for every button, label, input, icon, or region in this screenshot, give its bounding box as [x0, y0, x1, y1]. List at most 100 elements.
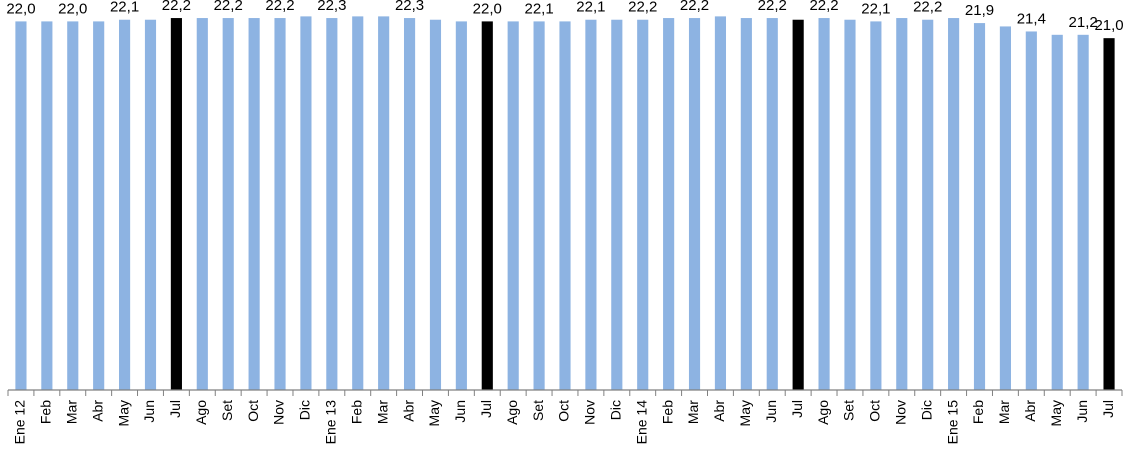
value-label-6: 22,2 — [162, 0, 191, 14]
x-tick-label-35: Dic — [918, 400, 934, 420]
x-tick-label-24: Ene 14 — [633, 400, 649, 445]
x-tick-label-21: Oct — [556, 400, 572, 422]
bar-30 — [792, 19, 804, 390]
value-label-42: 21,0 — [1094, 17, 1123, 34]
value-label-35: 22,2 — [913, 0, 942, 16]
x-tick-label-18: Jul — [478, 400, 494, 418]
value-label-26: 22,2 — [680, 0, 709, 14]
x-tick-label-9: Oct — [245, 400, 261, 422]
x-tick-label-10: Nov — [271, 400, 287, 425]
bar-28 — [740, 18, 752, 391]
bar-40 — [1051, 34, 1063, 391]
bar-25 — [663, 18, 675, 391]
bar-18 — [481, 21, 493, 391]
value-label-10: 22,2 — [265, 0, 294, 14]
bar-8 — [222, 18, 234, 391]
x-tick-label-13: Feb — [348, 400, 364, 424]
value-label-12: 22,3 — [317, 0, 346, 14]
x-tick-label-22: Nov — [582, 400, 598, 425]
bar-10 — [274, 18, 286, 391]
value-label-8: 22,2 — [214, 0, 243, 14]
value-label-20: 22,1 — [524, 0, 553, 17]
value-label-15: 22,3 — [395, 0, 424, 14]
bar-0 — [15, 21, 27, 391]
bar-32 — [844, 19, 856, 390]
value-label-22: 22,1 — [576, 0, 605, 16]
x-tick-label-39: Abr — [1022, 400, 1038, 422]
x-tick-label-4: May — [115, 400, 131, 426]
value-labels-group: 22,0 22,0 22,1 22,2 22,2 22,2 22,3 22,3 22,0 22,1… — [6, 0, 1123, 34]
value-label-39: 21,4 — [1017, 10, 1046, 27]
x-tick-label-15: Abr — [400, 400, 416, 422]
bar-3 — [93, 21, 105, 391]
x-tick-label-37: Feb — [970, 400, 986, 424]
x-tick-label-0: Ene 12 — [12, 400, 28, 445]
x-tick-label-36: Ene 15 — [944, 400, 960, 445]
x-tick-label-16: May — [426, 400, 442, 426]
bars-group — [15, 16, 1115, 391]
bar-5 — [144, 19, 157, 390]
x-tick-label-5: Jun — [141, 400, 157, 423]
x-tick-label-8: Set — [219, 400, 235, 421]
bar-13 — [352, 16, 364, 390]
x-tick-label-38: Mar — [996, 400, 1012, 424]
x-tick-label-3: Abr — [89, 400, 105, 422]
bar-12 — [326, 18, 338, 391]
bar-29 — [766, 18, 778, 391]
value-label-29: 22,2 — [758, 0, 787, 14]
bar-20 — [533, 21, 545, 391]
x-tick-label-17: Jun — [452, 400, 468, 423]
bar-1 — [41, 21, 53, 391]
x-tick-label-28: May — [737, 400, 753, 426]
x-tick-label-31: Ago — [815, 400, 831, 425]
x-tick-label-41: Jun — [1074, 400, 1090, 423]
x-tick-label-34: Nov — [892, 400, 908, 425]
bar-31 — [818, 18, 830, 391]
bar-21 — [559, 21, 571, 391]
x-tick-label-12: Ene 13 — [323, 400, 339, 445]
value-label-0: 22,0 — [6, 0, 35, 17]
x-tick-label-26: Mar — [685, 400, 701, 424]
x-tick-label-14: Mar — [374, 400, 390, 424]
bar-34 — [896, 18, 908, 391]
x-tick-label-23: Dic — [608, 400, 624, 420]
bar-7 — [196, 18, 208, 391]
value-label-41: 21,2 — [1069, 14, 1098, 31]
value-label-4: 22,1 — [110, 0, 139, 16]
x-tick-label-2: Mar — [63, 400, 79, 424]
bar-39 — [1025, 31, 1037, 391]
bar-17 — [455, 21, 467, 391]
x-tick-label-6: Jul — [167, 400, 183, 418]
bar-42 — [1103, 38, 1115, 390]
x-tick-label-20: Set — [530, 400, 546, 421]
bar-14 — [378, 16, 390, 390]
value-label-18: 22,0 — [473, 0, 502, 17]
value-label-2: 22,0 — [58, 0, 87, 17]
x-tick-label-29: Jun — [763, 400, 779, 423]
value-label-33: 22,1 — [861, 0, 890, 17]
bar-26 — [688, 18, 701, 391]
bar-35 — [922, 19, 934, 390]
bar-23 — [611, 19, 623, 390]
x-tick-label-7: Ago — [193, 400, 209, 425]
bar-27 — [714, 16, 727, 390]
bar-36 — [948, 18, 960, 391]
x-tick-label-30: Jul — [789, 400, 805, 418]
value-label-37: 21,9 — [965, 2, 994, 19]
x-tick-label-40: May — [1048, 400, 1064, 426]
bar-24 — [637, 19, 649, 390]
x-tick-label-42: Jul — [1100, 400, 1116, 418]
bar-37 — [973, 23, 986, 391]
bar-16 — [429, 19, 442, 390]
x-tick-label-33: Oct — [867, 400, 883, 422]
x-tick-label-27: Abr — [711, 400, 727, 422]
bar-22 — [585, 19, 597, 390]
x-tick-label-1: Feb — [38, 400, 54, 424]
bar-33 — [870, 21, 882, 391]
bar-6 — [170, 18, 182, 391]
value-label-31: 22,2 — [809, 0, 838, 14]
value-label-24: 22,2 — [628, 0, 657, 16]
bar-15 — [403, 18, 416, 391]
